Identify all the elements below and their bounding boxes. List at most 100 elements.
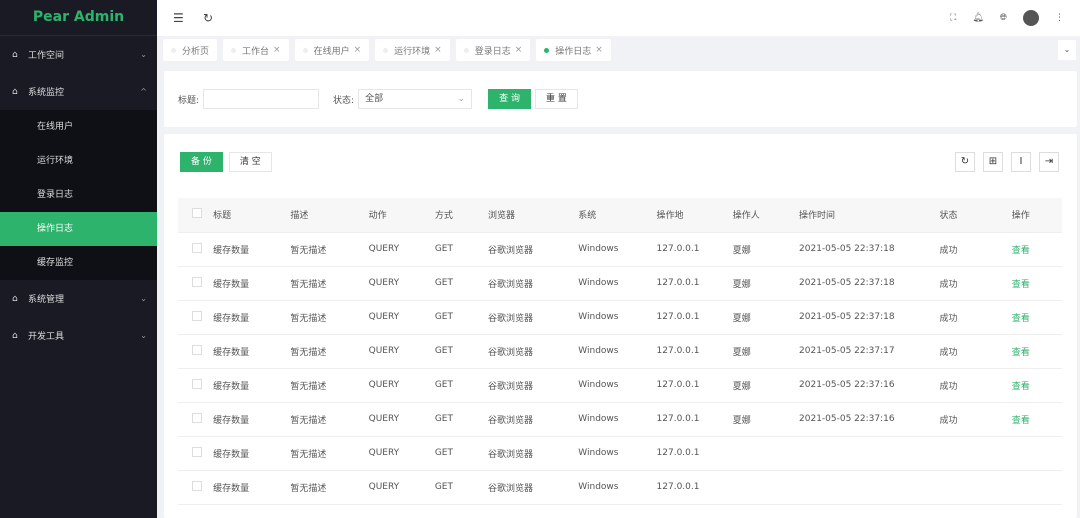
view-link[interactable]: 查看 — [1011, 334, 1062, 369]
column-header: 描述 — [290, 198, 369, 233]
menu-toggle-icon[interactable]: ☰ — [173, 11, 184, 25]
refresh-icon[interactable]: ↻ — [203, 11, 214, 25]
table-row: 缓存数量 暂无描述 QUERY GET 谷歌浏览器 Windows 127.0.0.1 夏娜 2… — [178, 232, 1062, 267]
sidebar-subitem[interactable]: 操作日志 — [0, 212, 157, 246]
column-header: 操作地 — [656, 198, 733, 233]
row-checkbox[interactable] — [192, 344, 202, 355]
table-cell: 2021-05-05 22:37:18 — [799, 300, 940, 335]
column-header: 浏览器 — [488, 198, 579, 233]
view-link[interactable]: 查看 — [1011, 232, 1062, 267]
table-cell: 夏娜 — [732, 368, 800, 403]
title-label: 标题: — [178, 95, 200, 106]
close-icon[interactable]: × — [273, 45, 281, 55]
reset-button[interactable]: 重 置 — [534, 89, 578, 109]
table-cell: 2021-05-05 22:37:16 — [799, 368, 940, 403]
table-cell: 夏娜 — [732, 402, 800, 437]
sidebar-item-label: 系统管理 — [28, 295, 65, 305]
table-row: 缓存数量 暂无描述 QUERY GET 谷歌浏览器 Windows 127.0.0.1 — [178, 470, 1062, 505]
table-cell: 暂无描述 — [290, 436, 369, 471]
status-dot — [302, 47, 308, 53]
close-icon[interactable]: × — [353, 45, 362, 55]
tab-label: 工作台 — [242, 46, 270, 57]
table-cell: 谷歌浏览器 — [488, 266, 579, 301]
row-checkbox[interactable] — [192, 276, 202, 287]
close-icon[interactable]: × — [434, 45, 442, 55]
table-cell — [799, 436, 940, 471]
table-cell — [732, 470, 800, 505]
table-cell: 成功 — [939, 402, 1012, 437]
close-icon[interactable]: × — [595, 45, 603, 55]
tab[interactable]: 工作台 × — [223, 39, 289, 61]
chevron-down-icon: ⌄ — [140, 294, 147, 303]
view-link[interactable]: 查看 — [1011, 266, 1062, 301]
row-checkbox[interactable] — [192, 446, 202, 457]
row-checkbox[interactable] — [192, 378, 202, 389]
sidebar-subitem[interactable]: 缓存监控 — [37, 258, 74, 268]
clear-button[interactable]: 清 空 — [228, 152, 272, 172]
title-input[interactable] — [203, 89, 320, 109]
sidebar-subitem[interactable]: 运行环境 — [37, 156, 74, 166]
table-cell: GET — [434, 368, 488, 403]
tab[interactable]: 分析页 — [163, 39, 218, 61]
tab[interactable]: 在线用户 × — [294, 39, 370, 61]
globe-icon[interactable]: 🌐︎ — [999, 13, 1007, 23]
tab[interactable]: 运行环境 × — [375, 39, 450, 61]
sidebar-item-label: 开发工具 — [28, 332, 65, 342]
tab[interactable]: 操作日志 × — [536, 39, 611, 61]
table-cell: 夏娜 — [732, 266, 800, 301]
tab[interactable]: 登录日志 × — [455, 39, 531, 61]
column-header: 操作人 — [732, 198, 800, 233]
sidebar-subitem[interactable]: 登录日志 — [37, 190, 74, 200]
table-cell: GET — [434, 470, 488, 505]
select-all-checkbox[interactable] — [192, 208, 202, 219]
table-cell: 成功 — [939, 368, 1012, 403]
table-cell — [939, 436, 1012, 471]
table-cell: 2021-05-05 22:37:17 — [799, 334, 940, 369]
row-checkbox[interactable] — [192, 310, 202, 321]
refresh-icon[interactable]: ↻ — [955, 152, 975, 172]
query-button[interactable]: 查 询 — [488, 89, 531, 109]
table-cell: 缓存数量 — [213, 300, 291, 335]
chevron-down-icon[interactable]: ⌄ — [1058, 40, 1076, 60]
sidebar-item[interactable]: ⌂ 工作空间 ⌄ — [0, 36, 157, 73]
row-checkbox[interactable] — [192, 480, 202, 491]
table-cell: 缓存数量 — [213, 368, 291, 403]
close-icon[interactable]: × — [514, 45, 523, 55]
row-checkbox[interactable] — [192, 242, 202, 253]
table-cell: 127.0.0.1 — [656, 436, 733, 471]
table-cell: 暂无描述 — [290, 232, 369, 267]
view-link[interactable]: 查看 — [1011, 402, 1062, 437]
bell-icon[interactable]: 🔔︎ — [972, 13, 984, 23]
backup-button[interactable]: 备 份 — [180, 152, 223, 172]
table-cell: 夏娜 — [732, 300, 800, 335]
view-link[interactable]: 查看 — [1011, 300, 1062, 335]
status-label: 状态: — [333, 95, 355, 106]
table-cell: 成功 — [939, 266, 1012, 301]
table-cell: Windows — [578, 436, 657, 471]
status-value: 全部 — [365, 94, 384, 104]
table-cell: 谷歌浏览器 — [488, 334, 579, 369]
view-link[interactable]: 查看 — [1011, 368, 1062, 403]
table-cell: 缓存数量 — [213, 436, 291, 471]
table-cell: 2021-05-05 22:37:16 — [799, 402, 940, 437]
table-cell: QUERY — [368, 266, 435, 301]
sidebar-subitem[interactable]: 在线用户 — [37, 122, 74, 132]
export-icon[interactable]: ⇥ — [1039, 152, 1059, 172]
grid-icon[interactable]: ⊞ — [983, 152, 1003, 172]
fullscreen-icon[interactable]: ⛶ — [950, 13, 957, 23]
table-cell: 谷歌浏览器 — [488, 436, 579, 471]
more-icon[interactable]: ⋮ — [1055, 13, 1064, 23]
row-checkbox[interactable] — [192, 412, 202, 423]
table-cell: QUERY — [368, 232, 435, 267]
table-cell — [732, 436, 800, 471]
table-cell: GET — [434, 402, 488, 437]
table-cell: QUERY — [368, 470, 435, 505]
sidebar-item[interactable]: ⌂ 系统管理 ⌄ — [0, 280, 157, 317]
status-select[interactable]: 全部 ⌄ — [358, 89, 473, 109]
avatar[interactable] — [1023, 10, 1039, 26]
table-cell: QUERY — [368, 300, 435, 335]
sidebar-item[interactable]: ⌂ 系统监控 ^ — [0, 73, 157, 110]
filter-columns-icon[interactable]: Ⅰ — [1011, 152, 1031, 172]
table-cell: Windows — [578, 300, 657, 335]
sidebar-item[interactable]: ⌂ 开发工具 ⌄ — [0, 317, 157, 354]
